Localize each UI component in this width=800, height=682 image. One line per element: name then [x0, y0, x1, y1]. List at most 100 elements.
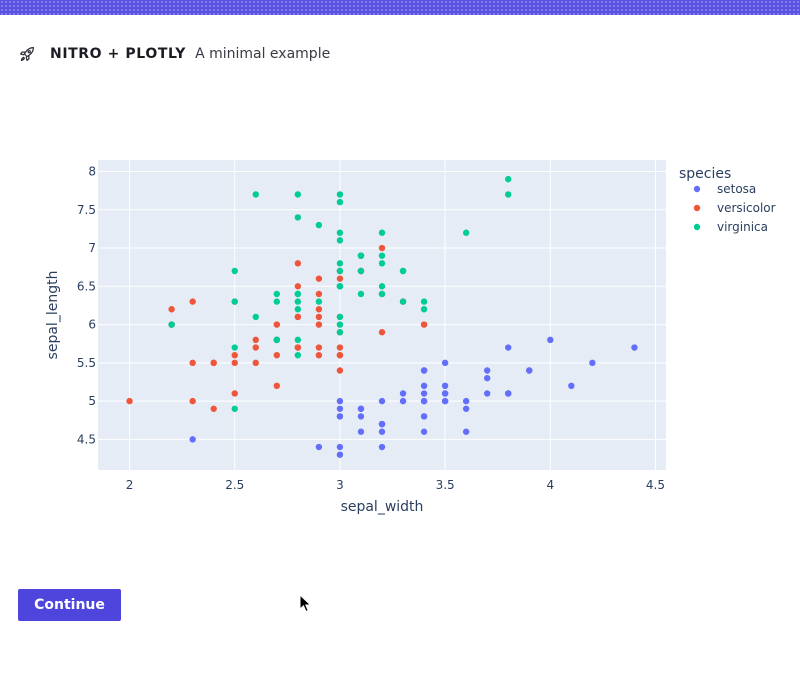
data-point-setosa[interactable]: [336, 443, 344, 451]
data-point-virginica[interactable]: [336, 329, 344, 336]
data-point-versicolor[interactable]: [336, 275, 344, 282]
data-point-setosa[interactable]: [336, 405, 344, 412]
data-point-versicolor[interactable]: [126, 397, 133, 405]
data-point-setosa[interactable]: [336, 397, 344, 405]
data-point-setosa[interactable]: [315, 443, 323, 451]
data-point-setosa[interactable]: [441, 359, 449, 367]
data-point-setosa[interactable]: [378, 428, 386, 435]
data-point-virginica[interactable]: [273, 298, 281, 305]
data-point-versicolor[interactable]: [378, 244, 386, 252]
data-point-setosa[interactable]: [378, 443, 386, 451]
data-point-setosa[interactable]: [526, 367, 533, 374]
data-point-versicolor[interactable]: [189, 397, 196, 405]
data-point-virginica[interactable]: [336, 191, 344, 198]
data-point-versicolor[interactable]: [252, 336, 259, 344]
data-point-versicolor[interactable]: [378, 329, 386, 336]
data-point-virginica[interactable]: [294, 351, 302, 359]
data-point-virginica[interactable]: [420, 298, 428, 305]
data-point-versicolor[interactable]: [315, 290, 323, 298]
data-point-virginica[interactable]: [231, 267, 238, 275]
data-point-virginica[interactable]: [378, 283, 386, 290]
data-point-versicolor[interactable]: [294, 283, 302, 290]
data-point-virginica[interactable]: [399, 267, 407, 275]
data-point-versicolor[interactable]: [210, 405, 217, 412]
data-point-versicolor[interactable]: [252, 359, 259, 367]
data-point-virginica[interactable]: [357, 290, 365, 298]
data-point-versicolor[interactable]: [231, 390, 238, 397]
data-point-virginica[interactable]: [505, 191, 512, 198]
data-point-virginica[interactable]: [378, 229, 386, 236]
data-point-virginica[interactable]: [378, 252, 386, 259]
data-point-setosa[interactable]: [568, 382, 575, 390]
data-point-virginica[interactable]: [294, 298, 302, 305]
data-point-virginica[interactable]: [294, 214, 302, 221]
data-point-virginica[interactable]: [231, 405, 238, 412]
data-point-setosa[interactable]: [420, 367, 428, 374]
data-point-versicolor[interactable]: [273, 321, 281, 328]
data-point-virginica[interactable]: [315, 221, 323, 229]
data-point-setosa[interactable]: [441, 390, 449, 397]
data-point-virginica[interactable]: [336, 267, 344, 275]
data-point-setosa[interactable]: [441, 397, 449, 405]
data-point-virginica[interactable]: [252, 191, 259, 198]
data-point-versicolor[interactable]: [189, 359, 196, 367]
data-point-setosa[interactable]: [420, 413, 428, 420]
data-point-versicolor[interactable]: [168, 306, 175, 313]
data-point-versicolor[interactable]: [336, 351, 344, 359]
legend[interactable]: species setosa versicolor virginica: [679, 166, 776, 234]
data-point-versicolor[interactable]: [189, 298, 196, 305]
data-point-versicolor[interactable]: [336, 344, 344, 351]
legend-item-setosa[interactable]: setosa: [717, 182, 756, 196]
data-point-setosa[interactable]: [589, 359, 596, 367]
data-point-virginica[interactable]: [315, 298, 323, 305]
data-point-virginica[interactable]: [336, 229, 344, 236]
data-point-setosa[interactable]: [505, 390, 512, 397]
data-point-virginica[interactable]: [336, 313, 344, 321]
data-point-virginica[interactable]: [399, 298, 407, 305]
data-point-versicolor[interactable]: [294, 313, 302, 321]
data-point-versicolor[interactable]: [252, 344, 259, 351]
data-point-setosa[interactable]: [547, 336, 554, 344]
data-point-virginica[interactable]: [336, 260, 344, 267]
data-point-versicolor[interactable]: [315, 313, 323, 321]
data-point-setosa[interactable]: [378, 420, 386, 428]
legend-item-versicolor[interactable]: versicolor: [717, 201, 776, 215]
data-point-virginica[interactable]: [336, 237, 344, 244]
data-point-setosa[interactable]: [399, 390, 407, 397]
data-point-versicolor[interactable]: [315, 306, 323, 313]
data-point-setosa[interactable]: [483, 390, 491, 397]
data-point-setosa[interactable]: [420, 428, 428, 435]
data-point-virginica[interactable]: [273, 290, 281, 298]
data-point-versicolor[interactable]: [420, 321, 428, 328]
data-point-versicolor[interactable]: [315, 344, 323, 351]
data-point-setosa[interactable]: [420, 382, 428, 390]
data-point-virginica[interactable]: [420, 306, 428, 313]
data-point-setosa[interactable]: [357, 428, 365, 435]
data-point-virginica[interactable]: [357, 267, 365, 275]
data-point-virginica[interactable]: [231, 298, 238, 305]
data-point-versicolor[interactable]: [315, 321, 323, 328]
data-point-setosa[interactable]: [505, 344, 512, 351]
data-point-setosa[interactable]: [462, 405, 470, 412]
data-point-setosa[interactable]: [420, 397, 428, 405]
data-point-setosa[interactable]: [336, 451, 344, 458]
data-point-virginica[interactable]: [462, 229, 470, 236]
data-point-setosa[interactable]: [483, 367, 491, 374]
data-point-setosa[interactable]: [631, 344, 638, 351]
data-point-setosa[interactable]: [336, 413, 344, 420]
data-point-virginica[interactable]: [378, 290, 386, 298]
data-point-virginica[interactable]: [294, 290, 302, 298]
data-point-virginica[interactable]: [294, 306, 302, 313]
data-point-virginica[interactable]: [168, 321, 175, 328]
data-point-virginica[interactable]: [336, 321, 344, 328]
data-point-versicolor[interactable]: [336, 367, 344, 374]
data-point-versicolor[interactable]: [231, 351, 238, 359]
data-point-virginica[interactable]: [505, 175, 512, 183]
data-point-setosa[interactable]: [483, 374, 491, 382]
data-point-versicolor[interactable]: [315, 275, 323, 282]
data-point-setosa[interactable]: [357, 405, 365, 412]
data-point-setosa[interactable]: [462, 428, 470, 435]
data-point-setosa[interactable]: [420, 390, 428, 397]
data-point-virginica[interactable]: [252, 313, 259, 321]
data-point-setosa[interactable]: [378, 397, 386, 405]
